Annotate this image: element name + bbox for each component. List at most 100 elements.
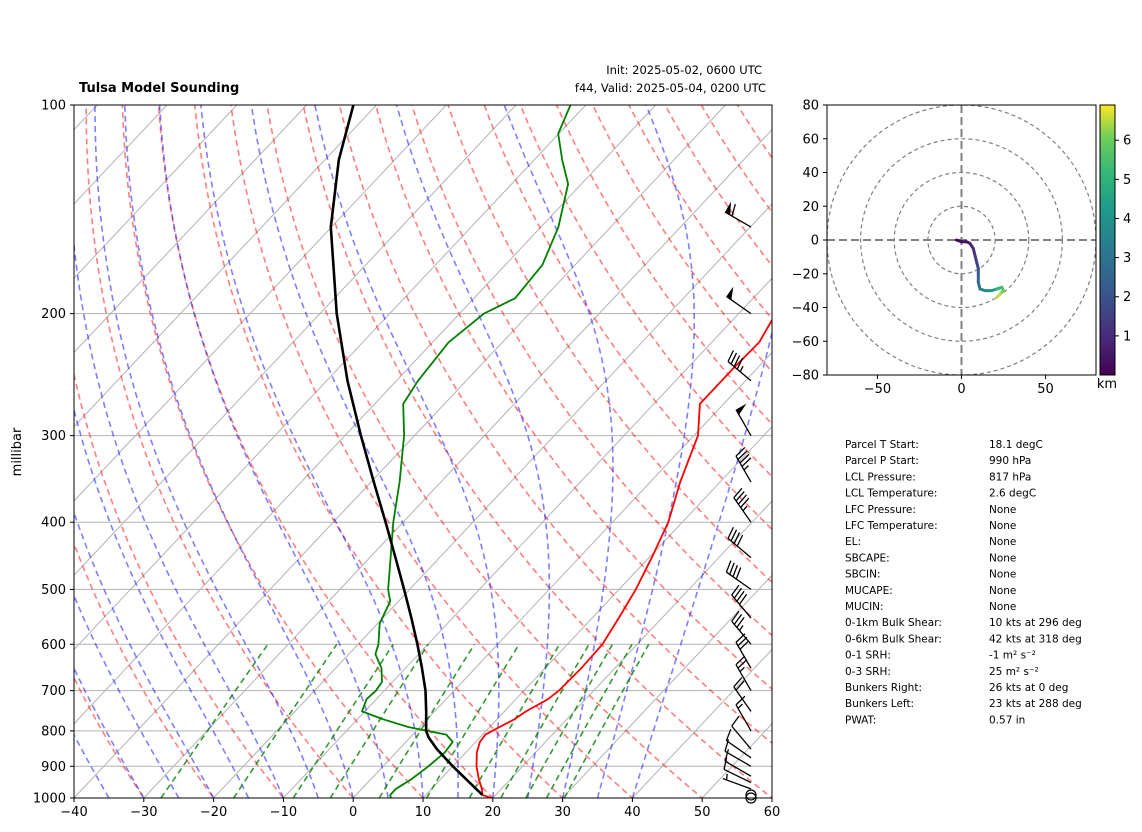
moist-adiabat [74, 593, 180, 798]
stats-value: 10 kts at 296 deg [989, 617, 1082, 629]
dry-adiabat [230, 105, 634, 798]
hodo-y-tick-label: 80 [802, 99, 819, 114]
dewpoint-profile [361, 105, 572, 798]
isotherm-line [74, 105, 307, 354]
moist-adiabat [250, 105, 459, 798]
colorbar-tick-label: 1 [1123, 329, 1131, 344]
isotherm-line [632, 648, 772, 798]
stats-row: 0-6km Bulk Shear: 42 kts at 318 deg [845, 633, 1082, 645]
stats-label: PWAT: [845, 714, 876, 726]
stats-value: 23 kts at 288 deg [989, 698, 1082, 710]
y-tick-label: 800 [41, 724, 66, 739]
wind-barb [733, 487, 752, 523]
stats-label: Parcel P Start: [845, 455, 919, 467]
wind-barb [724, 749, 752, 777]
stats-row: SBCIN: None [845, 569, 1016, 581]
mixing-ratio-line [525, 643, 614, 798]
x-tick-label: 50 [694, 805, 711, 820]
stats-row: Bunkers Left: 23 kts at 288 deg [845, 698, 1082, 710]
moist-adiabat [314, 105, 500, 798]
wind-barb [733, 677, 752, 712]
stats-value: 18.1 degC [989, 439, 1043, 451]
stats-value: None [989, 552, 1016, 564]
dry-adiabat [338, 105, 772, 745]
mixing-ratio-line [425, 643, 520, 798]
x-tick-label: 20 [485, 805, 502, 820]
hodograph-segment [995, 292, 1002, 299]
hodo-y-tick-label: 40 [802, 166, 819, 181]
mixing-ratio-line [378, 643, 476, 798]
mixing-ratio-line [160, 643, 269, 798]
y-tick-label: 1000 [33, 792, 66, 807]
hodograph-rings [827, 105, 1096, 375]
stats-row: LCL Pressure: 817 hPa [845, 471, 1031, 483]
stats-value: 25 m² s⁻² [989, 666, 1039, 678]
stats-row: Parcel T Start: 18.1 degC [845, 439, 1043, 451]
x-tick-label: 60 [764, 805, 781, 820]
moist-adiabat [158, 105, 389, 798]
dry-adiabat [193, 105, 564, 798]
hodo-y-tick-label: 0 [811, 234, 819, 249]
stats-value: None [989, 536, 1016, 548]
stats-label: Parcel T Start: [845, 439, 919, 451]
stats-value: 42 kts at 318 deg [989, 633, 1082, 645]
dry-adiabat [374, 105, 772, 691]
stats-label: SBCAPE: [845, 552, 890, 564]
init-time: Init: 2025-05-02, 0600 UTC [606, 63, 762, 77]
wind-barb [727, 526, 752, 559]
colorbar-tick-label: 3 [1123, 251, 1131, 266]
stats-label: SBCIN: [845, 569, 881, 581]
isotherm-line [74, 105, 656, 725]
moist-adiabat [631, 329, 772, 798]
stats-row: 0-1km Bulk Shear: 10 kts at 296 deg [845, 617, 1082, 629]
mixing-ratio-line [545, 643, 633, 798]
colorbar-tick-label: 6 [1123, 134, 1131, 149]
wind-barb [724, 201, 752, 228]
stats-value: None [989, 601, 1016, 613]
stats-row: Parcel P Start: 990 hPa [845, 455, 1031, 467]
colorbar-tick-label: 5 [1123, 173, 1131, 188]
wind-barb [731, 715, 752, 750]
stats-row: LFC Temperature: None [845, 520, 1016, 532]
stats-label: Bunkers Right: [845, 682, 922, 694]
y-tick-label: 400 [41, 516, 66, 531]
moist-adiabat [74, 406, 250, 798]
dry-adiabat [764, 90, 1142, 813]
stats-value: None [989, 585, 1016, 597]
mixing-ratio-line [292, 643, 394, 798]
wind-barb [735, 403, 752, 436]
dry-adiabat [447, 105, 772, 584]
isotherm-line [143, 128, 772, 798]
moist-adiabat [596, 105, 695, 798]
hodo-y-tick-label: 60 [802, 132, 819, 147]
valid-time: f44, Valid: 2025-05-04, 0200 UTC [575, 81, 766, 95]
wind-barb [735, 633, 752, 669]
isotherm-line [562, 574, 772, 798]
mixing-ratio-line [563, 643, 650, 798]
parcel-profile [329, 105, 484, 796]
stats-row: MUCIN: None [845, 601, 1016, 613]
wind-barb [731, 584, 752, 619]
stats-row: 0-1 SRH: -1 m² s⁻² [845, 650, 1036, 662]
y-tick-label: 700 [41, 684, 66, 699]
stats-value: None [989, 504, 1016, 516]
y-axis-label: millibar [10, 427, 25, 476]
height-colorbar [1099, 104, 1116, 376]
stats-value: None [989, 520, 1016, 532]
hodo-y-tick-label: −80 [792, 369, 819, 384]
skewt-frame [73, 104, 773, 799]
stats-value: 990 hPa [989, 455, 1031, 467]
stats-label: MUCAPE: [845, 585, 893, 597]
stats-row: PWAT: 0.57 in [845, 714, 1025, 726]
colorbar-tick-label: 4 [1123, 212, 1131, 227]
hodo-y-tick-label: 20 [802, 200, 819, 215]
stats-value: 817 hPa [989, 471, 1031, 483]
dry-adiabat [302, 105, 772, 798]
colorbar-tick-label: 2 [1123, 290, 1131, 305]
wind-barb [735, 695, 752, 732]
stats-label: 0-1km Bulk Shear: [845, 617, 942, 629]
moist-adiabat [74, 510, 215, 798]
x-tick-label: 30 [554, 805, 571, 820]
moist-adiabat [124, 105, 354, 798]
stats-label: LCL Temperature: [845, 488, 937, 500]
